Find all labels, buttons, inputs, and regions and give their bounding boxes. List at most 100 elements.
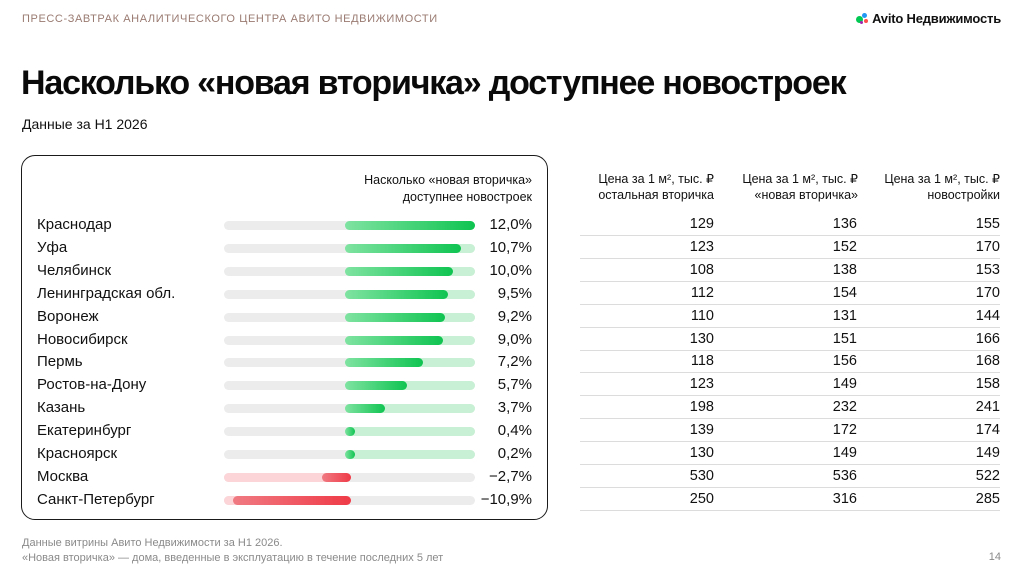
percent-label: 12,0% xyxy=(489,216,532,233)
chart-row: Уфа 10,7% xyxy=(22,237,547,260)
footnote-definition: «Новая вторичка» — дома, введенные в экс… xyxy=(22,552,444,564)
city-label: Москва xyxy=(37,467,89,485)
price-new-builds: 285 xyxy=(975,490,1000,507)
chart-row: Челябинск 10,0% xyxy=(22,260,547,283)
city-label: Новосибирск xyxy=(37,330,128,348)
table-row: 130 151 166 xyxy=(580,328,1000,351)
column-header-new-builds: Цена за 1 м², тыс. ₽ новостройки xyxy=(858,171,1000,203)
percent-label: 7,2% xyxy=(497,353,532,371)
chart-row: Краснодар 12,0% xyxy=(22,214,547,237)
price-other-secondary: 110 xyxy=(690,307,714,324)
city-label: Челябинск xyxy=(37,261,112,279)
affordability-chart-panel: Насколько «новая вторичка» доступнее нов… xyxy=(21,155,548,520)
column-header-line1: Цена за 1 м², тыс. ₽ xyxy=(884,172,1000,186)
table-row: 130 149 149 xyxy=(580,442,1000,465)
positive-track xyxy=(345,404,475,414)
price-other-secondary: 130 xyxy=(689,445,714,461)
positive-bar xyxy=(345,427,355,437)
positive-bar xyxy=(345,335,443,345)
table-row: 139 172 174 xyxy=(580,419,1000,443)
chart-header-line1: Насколько «новая вторичка» xyxy=(364,173,532,187)
chart-row: Красноярск 0,2% xyxy=(22,443,547,466)
negative-bar xyxy=(321,472,351,482)
price-new-secondary: 149 xyxy=(832,376,857,393)
percent-label: 9,0% xyxy=(497,330,532,348)
price-new-builds: 153 xyxy=(975,261,1000,278)
positive-track xyxy=(345,427,475,437)
price-other-secondary: 118 xyxy=(690,353,714,370)
positive-bar xyxy=(345,358,423,368)
chart-header-line2: доступнее новостроек xyxy=(402,190,532,204)
footnote-source: Данные витрины Авито Недвижимости за H1 … xyxy=(22,537,283,549)
price-new-builds: 174 xyxy=(975,422,1000,439)
price-new-secondary: 152 xyxy=(832,238,857,255)
column-header-line2: новостройки xyxy=(927,188,1000,202)
price-new-builds: 158 xyxy=(975,376,1000,393)
logo-text: Avito Недвижимость xyxy=(872,11,1001,26)
chart-row: Казань 3,7% xyxy=(22,397,547,420)
price-other-secondary: 129 xyxy=(689,216,714,232)
city-label: Пермь xyxy=(37,353,83,371)
percent-label: 0,4% xyxy=(497,422,532,440)
price-new-secondary: 154 xyxy=(832,284,857,301)
price-other-secondary: 130 xyxy=(689,330,714,347)
chart-row: Ленинградская обл. 9,5% xyxy=(22,283,547,306)
column-header-new-secondary: Цена за 1 м², тыс. ₽ «новая вторичка» xyxy=(714,171,858,203)
positive-bar xyxy=(345,312,445,322)
event-label: ПРЕСС-ЗАВТРАК АНАЛИТИЧЕСКОГО ЦЕНТРА АВИТ… xyxy=(22,13,438,25)
price-other-secondary: 108 xyxy=(689,261,714,278)
table-row: 250 316 285 xyxy=(580,488,1000,511)
negative-bar xyxy=(232,495,351,505)
price-new-builds: 149 xyxy=(975,445,1000,461)
chart-row: Пермь 7,2% xyxy=(22,351,547,374)
city-label: Санкт-Петербург xyxy=(37,490,155,508)
city-label: Ростов-на-Дону xyxy=(37,376,147,394)
column-header-line1: Цена за 1 м², тыс. ₽ xyxy=(598,172,714,186)
price-new-builds: 170 xyxy=(975,238,1000,255)
chart-row: Воронеж 9,2% xyxy=(22,306,547,329)
chart-row: Новосибирск 9,0% xyxy=(22,329,547,352)
price-new-secondary: 232 xyxy=(832,399,857,416)
price-new-builds: 170 xyxy=(975,284,1000,301)
table-row: 530 536 522 xyxy=(580,465,1000,488)
price-new-secondary: 156 xyxy=(832,353,857,370)
price-new-builds: 522 xyxy=(975,467,1000,484)
chart-row: Екатеринбург 0,4% xyxy=(22,420,547,443)
percent-label: 0,2% xyxy=(497,445,532,462)
price-new-secondary: 316 xyxy=(832,490,857,507)
avito-logo-icon xyxy=(856,13,869,24)
table-row: 110 131 144 xyxy=(580,305,1000,328)
price-new-secondary: 131 xyxy=(832,307,857,324)
slide-title: Насколько «новая вторичка» доступнее нов… xyxy=(21,64,847,102)
price-other-secondary: 123 xyxy=(689,238,714,255)
price-new-secondary: 136 xyxy=(832,216,857,232)
city-label: Уфа xyxy=(37,238,68,256)
city-label: Ленинградская обл. xyxy=(37,284,176,302)
table-row: 108 138 153 xyxy=(580,259,1000,282)
positive-track xyxy=(345,381,475,391)
positive-bar xyxy=(345,266,454,276)
price-other-secondary: 198 xyxy=(689,399,714,416)
price-other-secondary: 139 xyxy=(689,422,714,439)
table-row: 112 154 170 xyxy=(580,282,1000,305)
city-label: Казань xyxy=(37,399,86,417)
column-header-line1: Цена за 1 м², тыс. ₽ xyxy=(742,172,858,186)
positive-track xyxy=(345,450,475,459)
price-new-builds: 144 xyxy=(975,307,1000,324)
positive-bar xyxy=(345,289,448,299)
footnote: Данные витрины Авито Недвижимости за H1 … xyxy=(22,536,443,566)
negative-track xyxy=(224,472,351,482)
price-new-secondary: 536 xyxy=(832,467,857,484)
slide-subtitle: Данные за H1 2026 xyxy=(22,116,148,132)
percent-label: 9,2% xyxy=(497,307,532,325)
positive-bar xyxy=(345,243,461,253)
price-new-builds: 168 xyxy=(975,353,1000,370)
percent-label: 9,5% xyxy=(497,284,532,302)
city-label: Краснодар xyxy=(37,216,112,233)
chart-row: Санкт-Петербург −10,9% xyxy=(22,489,547,512)
table-row: 129 136 155 xyxy=(580,213,1000,236)
percent-label: 10,7% xyxy=(489,238,532,256)
chart-row: Ростов-на-Дону 5,7% xyxy=(22,374,547,397)
positive-bar xyxy=(345,381,407,391)
price-new-builds: 166 xyxy=(975,330,1000,347)
